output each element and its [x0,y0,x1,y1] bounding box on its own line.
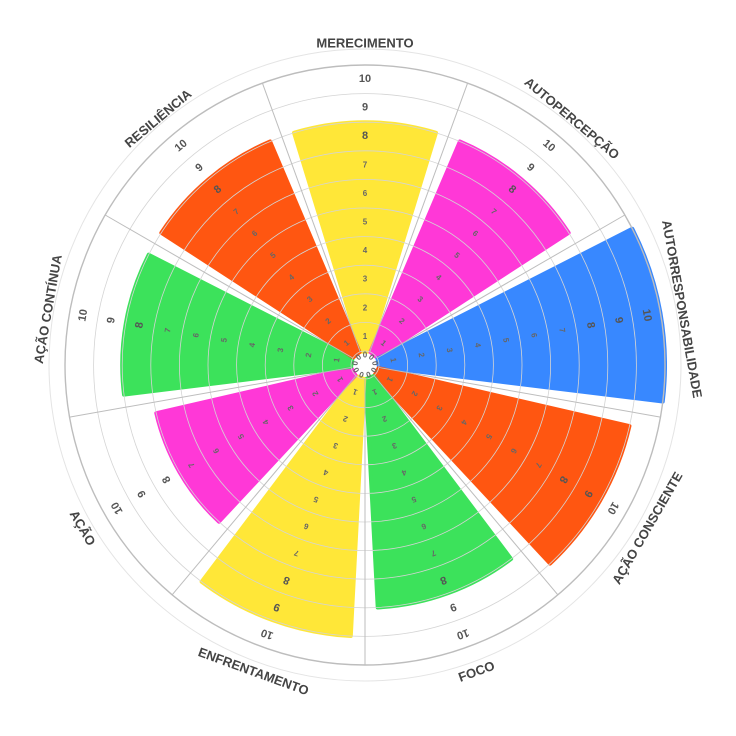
tick-label: 10 [640,308,654,322]
tick-label: 10 [109,500,126,517]
tick-label: 10 [173,137,190,154]
tick-label: 9 [193,161,205,174]
tick-label: 10 [540,137,557,154]
tick-label: 6 [363,189,368,198]
tick-label: 4 [363,246,368,255]
tick-label: 9 [362,102,368,114]
tick-label: 10 [76,308,90,322]
tick-label: 2 [363,303,368,312]
tick-label: 10 [259,626,275,641]
tick-label: 3 [363,275,368,284]
category-label-4: AÇÃO CONSCIENTE [609,469,686,587]
tick-label: 10 [359,73,371,85]
tick-label: 9 [524,161,536,174]
tick-label: 9 [448,600,458,613]
category-label-8: AÇÃO CONTÍNUA [31,253,65,365]
tick-label: 1 [363,332,368,341]
category-label-5: FOCO [456,658,496,685]
tick-label: 7 [363,160,368,169]
tick-label: 8 [160,474,173,485]
category-label-1: MERECIMENTO [316,36,413,51]
tick-label: 9 [135,488,148,499]
tick-label: 8 [362,130,368,142]
category-label-6: ENFRENTAMENTO [196,644,311,698]
tick-label: 10 [604,500,621,517]
tick-label: 5 [363,218,368,227]
tick-label: 10 [455,626,471,641]
tick-label: 9 [105,316,118,324]
